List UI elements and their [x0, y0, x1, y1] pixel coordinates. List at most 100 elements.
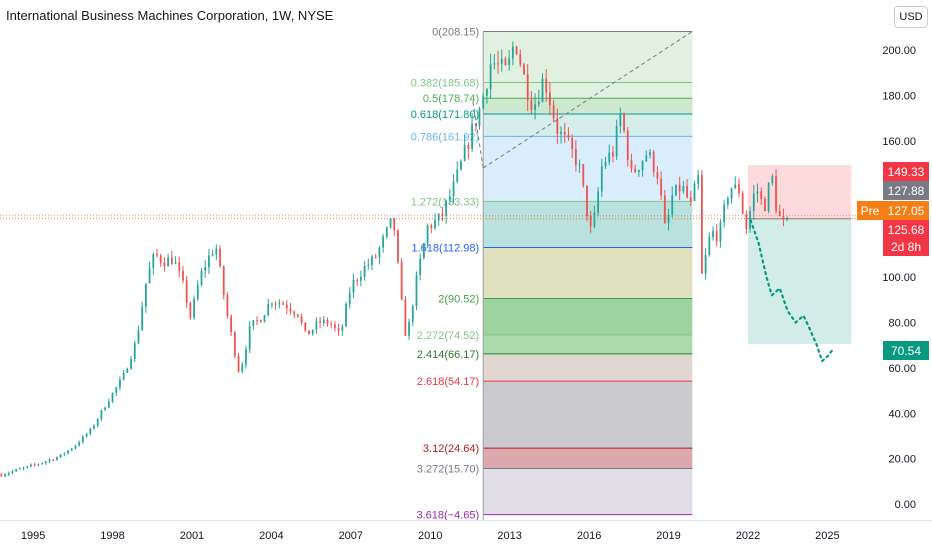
- candle-body: [482, 95, 485, 109]
- candle-body: [93, 425, 95, 429]
- x-tick-label: 2016: [577, 530, 601, 542]
- candle-body: [4, 474, 6, 477]
- candle-body: [623, 114, 625, 131]
- candle-body: [430, 225, 433, 229]
- fib-level-label: 3.618(−4.65): [417, 510, 480, 522]
- y-tick-label: 180.00: [882, 90, 916, 102]
- candle-body: [248, 325, 251, 350]
- fib-level-label: 3.272(15.70): [417, 463, 479, 475]
- candle-body: [571, 137, 574, 149]
- candle-body: [382, 236, 385, 248]
- candle-body: [493, 63, 496, 65]
- candle-body: [563, 131, 566, 135]
- x-tick-label: 2025: [815, 530, 839, 542]
- candle-body: [760, 191, 763, 200]
- candle-body: [700, 174, 703, 274]
- candle-body: [456, 169, 459, 182]
- candle-body: [26, 466, 29, 468]
- candle-body: [378, 247, 381, 258]
- candle-body: [363, 265, 366, 277]
- candle-body: [252, 320, 255, 326]
- candle-body: [204, 267, 207, 271]
- candle-body: [208, 255, 210, 268]
- candle-body: [211, 254, 214, 256]
- candle-body: [586, 185, 588, 217]
- candle-body: [786, 217, 789, 220]
- candle-body: [534, 104, 536, 110]
- candle-body: [704, 255, 707, 274]
- candle-body: [78, 442, 81, 446]
- fib-level-label: 0(208.15): [432, 26, 479, 38]
- candle-body: [334, 324, 336, 328]
- candle-body: [374, 256, 377, 258]
- candle-body: [37, 464, 40, 466]
- candle-body: [174, 262, 177, 264]
- fib-zone: [483, 98, 693, 114]
- candle-body: [400, 262, 403, 300]
- candle-body: [393, 218, 396, 231]
- candle-body: [715, 231, 718, 242]
- candle-body: [122, 372, 125, 380]
- candle-body: [300, 316, 303, 323]
- candle-body: [304, 322, 307, 331]
- prev-close-label: 127.88: [883, 181, 929, 200]
- candle-body: [337, 327, 340, 331]
- candle-body: [126, 368, 129, 373]
- y-tick-label: 100.00: [882, 272, 916, 284]
- candle-body: [278, 303, 281, 305]
- candle-body: [626, 130, 629, 161]
- candle-body: [115, 387, 118, 393]
- candle-body: [200, 270, 203, 286]
- candle-body: [637, 170, 640, 173]
- candle-body: [56, 457, 58, 461]
- candle-body: [422, 243, 425, 259]
- candle-body: [574, 148, 577, 165]
- candle-body: [630, 160, 633, 169]
- candle-body: [11, 471, 14, 474]
- currency-button[interactable]: USD: [894, 6, 928, 28]
- candle-body: [371, 256, 373, 265]
- candle-body: [708, 237, 711, 256]
- candle-body: [285, 304, 288, 309]
- candle-body: [697, 174, 700, 184]
- candle-body: [663, 195, 666, 223]
- candle-body: [111, 392, 114, 402]
- candle-body: [215, 248, 218, 255]
- candle-body: [59, 454, 62, 458]
- candle-body: [474, 123, 477, 126]
- candle-body: [641, 161, 644, 171]
- candle-body: [389, 218, 392, 228]
- candle-body: [434, 220, 436, 229]
- candle-body: [311, 329, 314, 335]
- x-tick-label: 2022: [736, 530, 760, 542]
- candle-body: [74, 445, 77, 449]
- candle-body: [385, 227, 388, 237]
- candle-body: [282, 303, 284, 305]
- candle-body: [322, 319, 325, 324]
- candle-body: [719, 222, 722, 242]
- candle-body: [237, 355, 240, 372]
- x-tick-label: 2004: [259, 530, 283, 542]
- candle-body: [460, 160, 462, 170]
- candle-body: [226, 295, 229, 317]
- candle-body: [652, 151, 655, 173]
- candle-body: [219, 248, 221, 267]
- candle-body: [541, 78, 544, 103]
- last-price-label: 125.68: [883, 220, 929, 239]
- candle-body: [411, 306, 414, 322]
- candle-body: [778, 211, 781, 217]
- fib-level-label: 1.618(112.98): [412, 243, 480, 255]
- fib-zone: [483, 247, 693, 299]
- candle-body: [352, 279, 355, 293]
- candle-body: [359, 276, 362, 281]
- candle-body: [686, 186, 688, 198]
- candle-body: [452, 181, 455, 197]
- candle-body: [148, 267, 151, 284]
- candle-body: [330, 323, 333, 325]
- candle-body: [515, 46, 518, 55]
- candle-body: [448, 196, 451, 201]
- candle-body: [404, 299, 407, 336]
- candle-body: [693, 183, 696, 201]
- candle-body: [52, 459, 55, 461]
